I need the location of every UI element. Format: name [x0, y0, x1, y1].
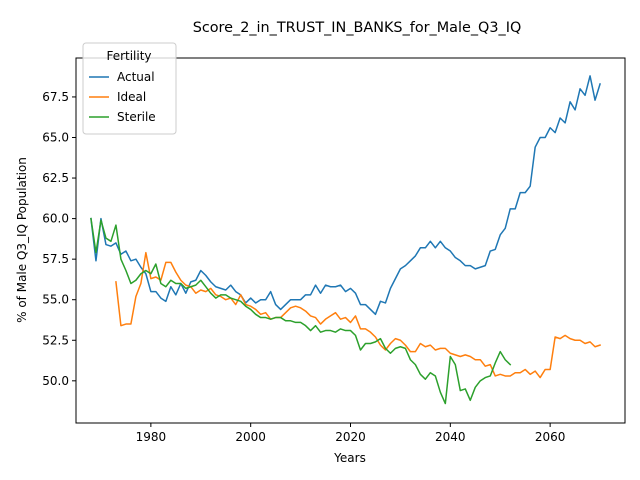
x-tick-label: 2020 — [335, 430, 366, 444]
legend-label-sterile: Sterile — [117, 110, 156, 124]
y-tick-label: 57.5 — [42, 252, 69, 266]
chart-title: Score_2_in_TRUST_IN_BANKS_for_Male_Q3_IQ — [193, 20, 522, 36]
legend: Fertility Actual Ideal Sterile — [83, 43, 176, 134]
legend-label-actual: Actual — [117, 70, 155, 84]
y-tick-label: 67.5 — [42, 90, 69, 104]
y-axis: 50.0 52.5 55.0 57.5 60.0 62.5 65.0 67.5 — [42, 90, 76, 388]
y-tick-label: 60.0 — [42, 212, 69, 226]
x-tick-label: 2000 — [235, 430, 266, 444]
y-axis-label: % of Male Q3_IQ Population — [15, 157, 29, 323]
x-tick-label: 2060 — [535, 430, 566, 444]
legend-label-ideal: Ideal — [117, 90, 146, 104]
y-tick-label: 50.0 — [42, 374, 69, 388]
y-tick-label: 62.5 — [42, 171, 69, 185]
x-axis: 1980 2000 2020 2040 2060 — [136, 423, 566, 444]
series-line-ideal — [116, 253, 600, 378]
x-tick-label: 2040 — [435, 430, 466, 444]
y-tick-label: 52.5 — [42, 333, 69, 347]
series-line-sterile — [91, 219, 510, 404]
x-tick-label: 1980 — [136, 430, 167, 444]
x-axis-label: Years — [333, 451, 366, 465]
y-tick-label: 65.0 — [42, 130, 69, 144]
legend-title: Fertility — [106, 49, 151, 63]
y-tick-label: 55.0 — [42, 293, 69, 307]
